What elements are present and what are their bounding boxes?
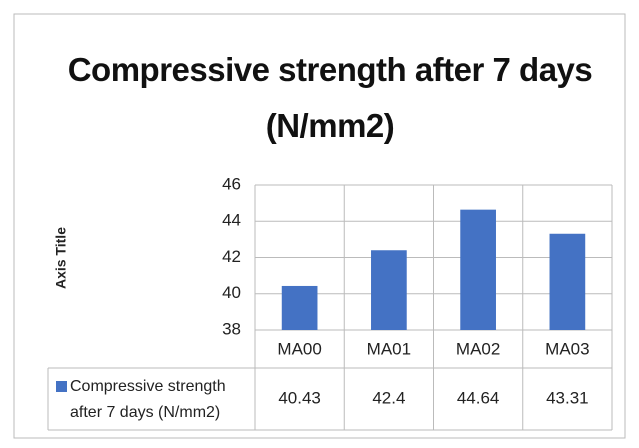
- bar: [371, 250, 407, 330]
- table-value: 40.43: [278, 388, 321, 407]
- y-axis-title: Axis Title: [53, 227, 69, 289]
- bar: [549, 233, 586, 330]
- y-tick-label: 44: [222, 211, 241, 230]
- y-tick-label: 46: [222, 174, 241, 193]
- y-tick-label: 40: [222, 283, 241, 302]
- x-tick-label: MA01: [367, 339, 411, 358]
- bar: [281, 285, 318, 330]
- chart-title: Compressive strength after 7 days (N/mm2…: [67, 51, 593, 144]
- chart-border: [13, 13, 626, 439]
- x-tick-label: MA00: [277, 339, 321, 358]
- bar: [460, 209, 496, 330]
- table-value: 43.31: [546, 388, 589, 407]
- y-tick-label: 42: [222, 247, 241, 266]
- table-value: 42.4: [372, 388, 405, 407]
- legend-swatch: [56, 381, 67, 392]
- x-tick-label: MA03: [545, 339, 589, 358]
- table-value: 44.64: [457, 388, 500, 407]
- legend-label: Compressive strength after 7 days (N/mm2…: [70, 378, 226, 421]
- y-tick-label: 38: [222, 319, 241, 338]
- x-tick-label: MA02: [456, 339, 500, 358]
